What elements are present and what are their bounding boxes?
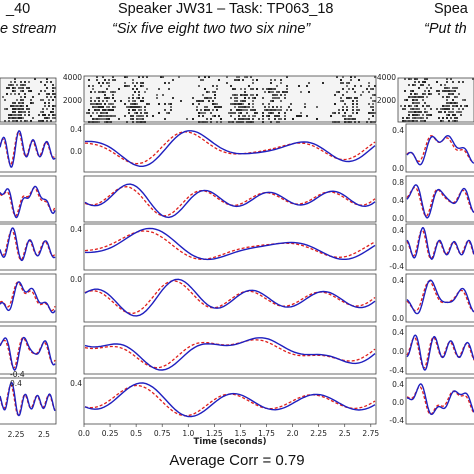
center-row-1-frame: [83, 123, 377, 173]
right-row-6-ytick-3: -0.4: [389, 416, 404, 425]
x-tick-label-4: 0.75: [154, 429, 171, 438]
center-row-1-predicted-line: [84, 131, 376, 165]
right-row-3-ytick-1: 0.4: [392, 226, 404, 235]
right-row-4-ytick-2: 0.0: [392, 314, 404, 323]
right-row-6-ytick-1: 0.4: [392, 380, 404, 389]
right-row-5-ytick-2: 0.0: [392, 347, 404, 356]
left-xtick-2: 2.5: [38, 430, 50, 439]
right-row-1-predicted-line: [406, 135, 474, 163]
left-row-5-predicted-line: [0, 337, 56, 369]
right-row-3-ytick-3: -0.4: [389, 262, 404, 271]
left-ytick-neg: -0.4: [10, 370, 25, 379]
center-row-5-measured-line: [84, 337, 376, 371]
right-row-4-predicted-line: [406, 280, 474, 312]
right-row-3-ytick-2: 0.0: [392, 244, 404, 253]
right-row-5-ytick-3: -0.4: [389, 366, 404, 375]
center-spectrogram-frame: [83, 75, 377, 123]
right-row-2-predicted-line: [406, 186, 474, 217]
center-panel-title: Speaker JW31 – Task: TP063_18: [118, 1, 334, 17]
right-row-2-ytick-1: 0.8: [392, 178, 404, 187]
center-row-4-ytick-1: 0.0: [70, 275, 82, 284]
right-row-2-measured-line: [406, 184, 474, 219]
center-row-5-frame: [83, 325, 377, 375]
center-row-4-predicted-line: [84, 280, 376, 314]
center-panel-subtitle: “Six five eight two two six nine”: [112, 21, 311, 37]
right-row-3-measured-line: [406, 227, 474, 261]
spectrogram-tick-4000: 4000: [63, 73, 82, 82]
center-row-1-ytick-1: 0.4: [70, 125, 82, 134]
right-row-2-frame: [405, 175, 474, 223]
right-row-2-ytick-3: 0.0: [392, 214, 404, 223]
average-correlation: Average Corr = 0.79: [169, 452, 305, 469]
right-row-4-ytick-1: 0.4: [392, 276, 404, 285]
center-row-5-predicted-line: [84, 339, 376, 369]
right-spectrogram-frame: [397, 77, 474, 123]
x-tick-label-5: 1.0: [182, 429, 194, 438]
center-row-3-measured-line: [85, 227, 376, 261]
left-spectrogram-frame: [0, 77, 57, 123]
x-tick-label-10: 2.25: [310, 429, 327, 438]
right-row-2-ytick-2: 0.4: [392, 196, 404, 205]
x-tick-label-3: 0.5: [130, 429, 142, 438]
left-row-2-predicted-line: [0, 187, 56, 217]
right-row-5-ytick-1: 0.4: [392, 328, 404, 337]
right-row-6-frame: [405, 377, 474, 425]
right-row-3-predicted-line: [406, 229, 474, 260]
left-row-6-measured-line: [0, 381, 56, 417]
x-tick-label-1: 0.0: [78, 429, 90, 438]
right-panel-title: Spea: [434, 1, 468, 17]
left-row-3-measured-line: [0, 227, 56, 262]
left-row-5-measured-line: [0, 336, 56, 371]
right-row-3-frame: [405, 223, 474, 271]
center-row-6-measured-line: [84, 382, 376, 418]
left-row-2-frame: [0, 175, 57, 223]
left-row-3-frame: [0, 223, 57, 271]
left-panel-title: _40: [6, 1, 31, 17]
left-row-4-predicted-line: [0, 281, 56, 312]
x-tick-label-8: 1.75: [258, 429, 275, 438]
right-row-1-ytick-2: 0.0: [392, 164, 404, 173]
left-row-4-measured-line: [0, 281, 56, 314]
right-spectrogram-tick-4000: 4000: [377, 73, 396, 82]
right-row-4-measured-line: [406, 279, 474, 315]
x-tick-label-12: 2.75: [362, 429, 379, 438]
right-row-6-measured-line: [407, 383, 474, 416]
left-row-1-frame: [0, 123, 57, 173]
left-spectrogram-texture: [2, 78, 56, 122]
center-row-6-ytick-1: 0.4: [70, 379, 82, 388]
x-tick-label-7: 1.5: [234, 429, 246, 438]
left-row-2-measured-line: [0, 185, 56, 219]
center-row-1-ytick-2: 0.0: [70, 147, 82, 156]
x-tick-label-2: 0.25: [102, 429, 119, 438]
right-spectrogram-tick-2000: 2000: [377, 96, 396, 105]
right-row-1-measured-line: [406, 134, 474, 166]
left-panel-subtitle: e stream: [0, 21, 57, 37]
center-row-2-measured-line: [84, 183, 376, 219]
right-row-5-measured-line: [406, 334, 474, 371]
center-row-2-frame: [83, 175, 377, 223]
center-row-4-frame: [83, 273, 377, 323]
left-row-1-measured-line: [0, 130, 56, 168]
x-tick-label-11: 2.5: [339, 429, 351, 438]
left-row-4-frame: [0, 273, 57, 323]
center-spectrogram-texture: [86, 76, 376, 123]
x-tick-label-9: 2.0: [287, 429, 299, 438]
right-panel-subtitle: “Put th: [424, 21, 467, 37]
right-row-1-ytick-1: 0.4: [392, 126, 404, 135]
center-row-1-measured-line: [85, 130, 376, 167]
right-spectrogram-texture: [400, 78, 474, 122]
center-row-3-frame: [83, 223, 377, 271]
spectrogram-tick-2000: 2000: [63, 96, 82, 105]
x-tick-label-6: 1.25: [206, 429, 223, 438]
left-xtick-1: 2.25: [8, 430, 25, 439]
center-row-4-measured-line: [84, 278, 376, 317]
left-ytick-pos: 0.4: [10, 379, 22, 388]
right-row-6-ytick-2: 0.0: [392, 398, 404, 407]
x-axis-label: Time (seconds): [194, 437, 267, 447]
center-row-3-ytick-1: 0.4: [70, 225, 82, 234]
